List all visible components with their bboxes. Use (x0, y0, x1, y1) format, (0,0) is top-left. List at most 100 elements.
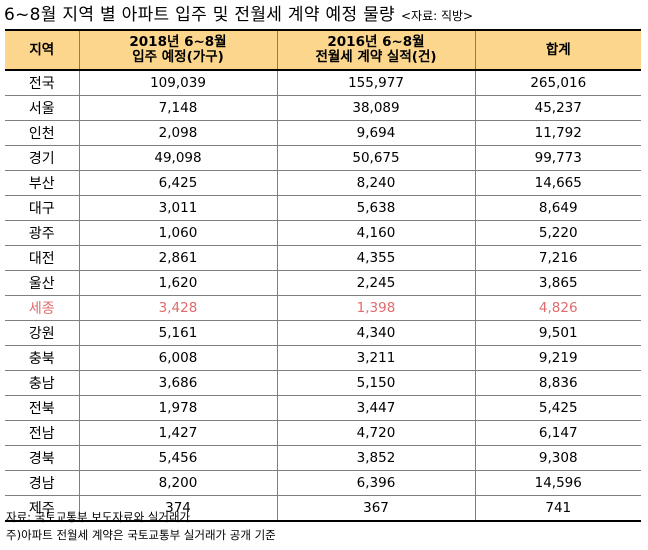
header-move-in-line2: 입주 예정(가구) (132, 49, 224, 65)
table-body: 전국 109,039 155,977 265,016 서울 7,148 38,089 45,2… (5, 70, 641, 521)
total-cell: 99,773 (474, 145, 641, 171)
table-row: 울산 1,620 2,245 3,865 (5, 270, 641, 296)
region-cell: 대전 (5, 245, 79, 271)
move-in-cell: 374 (78, 495, 277, 521)
source-note: 자료: 국토교통부 보도자료와 실거래가 (6, 510, 191, 524)
contracts-cell: 4,160 (276, 220, 475, 246)
move-in-cell: 6,008 (78, 345, 277, 371)
region-cell: 전국 (28, 76, 55, 92)
header-row: 지역 2018년 6~8월 입주 예정(가구) 2016년 6~8월 전월세 계약 … (5, 30, 641, 71)
header-contracts-line1: 2016년 6~8월 (327, 34, 425, 50)
region-cell: 인천 (5, 120, 79, 146)
region-cell: 충북 (5, 345, 79, 371)
source-label: <자료: 직방> (400, 9, 474, 23)
contracts-cell: 9,694 (276, 120, 475, 146)
move-in-cell: 109,039 (78, 70, 277, 96)
header-move-in-line1: 2018년 6~8월 (129, 34, 227, 50)
region-cell: 광주 (5, 220, 79, 246)
region-cell: 세종 (5, 295, 79, 321)
region-cell: 제주 (5, 495, 79, 521)
contracts-cell: 8,240 (276, 170, 475, 196)
contracts-cell: 4,720 (276, 420, 475, 446)
contracts-cell: 6,396 (276, 470, 475, 496)
move-in-cell: 1,427 (78, 420, 277, 446)
total-cell: 3,865 (474, 270, 641, 296)
region-cell: 전남 (5, 420, 79, 446)
move-in-cell: 49,098 (78, 145, 277, 171)
region-cell: 서울 (5, 95, 79, 121)
total-cell: 45,237 (474, 95, 641, 121)
table-row: 충남 3,686 5,150 8,836 (5, 370, 641, 396)
total-cell: 7,216 (474, 245, 641, 271)
total-cell: 8,649 (474, 195, 641, 221)
table-row: 전북 1,978 3,447 5,425 (5, 395, 641, 421)
header-contracts: 2016년 6~8월 전월세 계약 실적(건) (276, 30, 475, 71)
table-row: 대전 2,861 4,355 7,216 (5, 245, 641, 271)
move-in-cell: 5,161 (78, 320, 277, 346)
criteria-note: 주)아파트 전월세 계약은 국토교통부 실거래가 공개 기준 (6, 528, 276, 542)
table-row: 전남 1,427 4,720 6,147 (5, 420, 641, 446)
region-cell: 강원 (5, 320, 79, 346)
contracts-cell: 4,355 (276, 245, 475, 271)
contracts-cell: 3,852 (276, 445, 475, 471)
total-cell: 4,826 (474, 295, 641, 321)
move-in-cell: 2,861 (78, 245, 277, 271)
header-move-in: 2018년 6~8월 입주 예정(가구) (78, 30, 277, 71)
data-table: 지역 2018년 6~8월 입주 예정(가구) 2016년 6~8월 전월세 계약 … (5, 29, 641, 522)
total-cell: 8,836 (474, 370, 641, 396)
region-cell: 대구 (5, 195, 79, 221)
move-in-cell: 2,098 (78, 120, 277, 146)
total-cell: 6,147 (474, 420, 641, 446)
move-in-cell: 6,425 (78, 170, 277, 196)
contracts-cell: 155,977 (276, 70, 475, 96)
table-row: 제주 374 367 741 (5, 495, 641, 521)
move-in-cell: 1,060 (78, 220, 277, 246)
total-cell: 14,665 (474, 170, 641, 196)
contracts-cell: 3,211 (276, 345, 475, 371)
contracts-cell: 1,398 (276, 295, 475, 321)
region-cell: 경북 (5, 445, 79, 471)
table-row: 경북 5,456 3,852 9,308 (5, 445, 641, 471)
move-in-cell: 5,456 (78, 445, 277, 471)
region-cell: 경남 (5, 470, 79, 496)
table-row: 서울 7,148 38,089 45,237 (5, 95, 641, 121)
total-cell: 9,501 (474, 320, 641, 346)
move-in-cell: 8,200 (78, 470, 277, 496)
table-row: 광주 1,060 4,160 5,220 (5, 220, 641, 246)
contracts-cell: 50,675 (276, 145, 475, 171)
table-row: 세종 3,428 1,398 4,826 (5, 295, 641, 321)
total-cell: 11,792 (474, 120, 641, 146)
move-in-cell: 1,978 (78, 395, 277, 421)
table-row: 경남 8,200 6,396 14,596 (5, 470, 641, 496)
header-total: 합계 (474, 30, 641, 71)
table-row: 충북 6,008 3,211 9,219 (5, 345, 641, 371)
move-in-cell: 7,148 (78, 95, 277, 121)
table-row: 전국 109,039 155,977 265,016 (5, 70, 641, 96)
contracts-cell: 2,245 (276, 270, 475, 296)
table-row: 대구 3,011 5,638 8,649 (5, 195, 641, 221)
table-row: 경기 49,098 50,675 99,773 (5, 145, 641, 171)
header-region: 지역 (5, 30, 79, 71)
header-contracts-line2: 전월세 계약 실적(건) (315, 49, 437, 65)
table-header: 지역 2018년 6~8월 입주 예정(가구) 2016년 6~8월 전월세 계약 … (5, 30, 641, 71)
total-cell: 14,596 (474, 470, 641, 496)
total-cell: 9,308 (474, 445, 641, 471)
region-cell: 울산 (5, 270, 79, 296)
move-in-cell: 3,011 (78, 195, 277, 221)
total-cell: 265,016 (474, 70, 641, 96)
contracts-cell: 4,340 (276, 320, 475, 346)
region-cell: 충남 (5, 370, 79, 396)
page-title: 6~8월 지역 별 아파트 입주 및 전월세 계약 예정 물량 <자료: 직방> (4, 4, 473, 26)
footnotes: 자료: 국토교통부 보도자료와 실거래가 주)아파트 전월세 계약은 국토교통부… (6, 508, 276, 544)
move-in-cell: 3,428 (78, 295, 277, 321)
title-text: 6~8월 지역 별 아파트 입주 및 전월세 계약 예정 물량 (4, 5, 395, 25)
move-in-cell: 3,686 (78, 370, 277, 396)
total-cell: 5,220 (474, 220, 641, 246)
region-cell: 부산 (5, 170, 79, 196)
contracts-cell: 5,638 (276, 195, 475, 221)
move-in-cell: 1,620 (78, 270, 277, 296)
table-row: 인천 2,098 9,694 11,792 (5, 120, 641, 146)
table-row: 강원 5,161 4,340 9,501 (5, 320, 641, 346)
total-cell: 9,219 (474, 345, 641, 371)
region-cell: 전북 (5, 395, 79, 421)
